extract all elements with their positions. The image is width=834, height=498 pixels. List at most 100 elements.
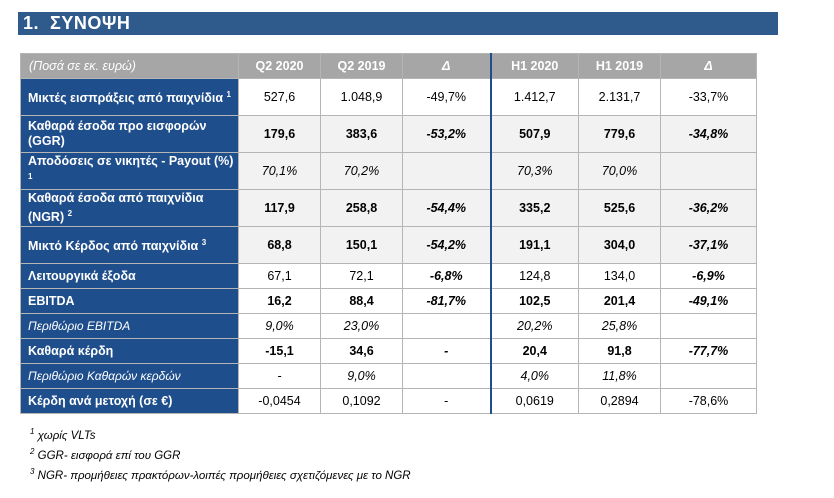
table-row: Κέρδη ανά μετοχή (σε €) -0,0454 0,1092-0,0… [20,388,757,414]
cell-h1-2019: 201,4 [578,288,661,314]
cell-h1-2020: 507,9 [489,115,579,153]
header-units: (Ποσά σε εκ. ευρώ) [20,53,239,79]
cell-delta-q2: -54,4% [402,189,491,227]
footnotes: 1 χωρίς VLTs 2 GGR- εισφορά επί του GGR … [30,424,411,483]
header-h1-2020: H1 2020 [489,53,579,79]
cell-h1-2020: 191,1 [489,226,579,264]
cell-delta-h1 [660,363,757,389]
cell-delta-h1 [660,313,757,339]
cell-q2-2019: 0,1092 [320,388,403,414]
cell-delta-q2: -53,2% [402,115,491,153]
cell-h1-2019: 779,6 [578,115,661,153]
cell-delta-q2: -49,7% [402,78,491,116]
cell-h1-2020: 4,0% [489,363,579,389]
cell-q2-2020: 67,1 [238,263,321,289]
cell-q2-2020: 70,1% [238,152,321,190]
footnote-2: 2 GGR- εισφορά επί του GGR [30,446,181,462]
cell-delta-h1: -37,1% [660,226,757,264]
table-row: EBITDA 16,2 88,4 -81,7% 102,5 201,4 -49,1% [20,288,757,314]
row-label: Καθαρά έσοδα προ εισφορών (GGR) [20,115,239,153]
cell-q2-2020: 68,8 [238,226,321,264]
cell-q2-2019: 383,6 [320,115,403,153]
cell-delta-h1: -33,7% [660,78,757,116]
header-delta-q2: Δ [402,53,491,79]
cell-delta-q2 [402,313,491,339]
footnote-1: 1 χωρίς VLTs [30,427,96,442]
cell-delta-h1: -49,1% [660,288,757,314]
cell-q2-2019: 9,0% [320,363,403,389]
table-row: Καθαρά έσοδα προ εισφορών (GGR) 179,6 383,… [20,115,757,153]
section-title: ΣΥΝΟΨΗ [50,13,131,33]
header-delta-h1: Δ [660,53,757,79]
cell-h1-2020: 1.412,7 [489,78,579,116]
table-row: Μικτό Κέρδος από παιχνίδια 3 68,8 150,1 -54… [20,226,757,264]
cell-delta-q2: -54,2% [402,226,491,264]
cell-q2-2020: 117,9 [238,189,321,227]
cell-h1-2019: 2.131,7 [578,78,661,116]
header-q2-2019: Q2 2019 [320,53,403,79]
section-number: 1. [23,13,40,33]
cell-h1-2019: 304,0 [578,226,661,264]
cell-q2-2019: 70,2% [320,152,403,190]
cell-h1-2019: 11,8% [578,363,661,389]
footnote-3: 3 NGR- προμήθειες πρακτόρων-λοιπές προμή… [30,466,411,482]
row-label: Αποδόσεις σε νικητές - Payout (%) 1 [20,152,239,190]
cell-delta-h1: -78,6% [660,388,757,414]
cell-h1-2020: 20,4 [489,338,579,364]
cell-delta-h1: -34,8% [660,115,757,153]
cell-q2-2019: 258,8 [320,189,403,227]
cell-delta-h1: -36,2% [660,189,757,227]
header-q2-2020: Q2 2020 [238,53,321,79]
cell-q2-2019: 150,1 [320,226,403,264]
cell-h1-2019: 70,0% [578,152,661,190]
cell-q2-2019: 1.048,9 [320,78,403,116]
row-label: Μικτό Κέρδος από παιχνίδια 3 [20,226,239,264]
cell-q2-2019: 34,6 [320,338,403,364]
cell-h1-2019: 525,6 [578,189,661,227]
cell-h1-2019: 134,0 [578,263,661,289]
cell-delta-q2 [402,152,491,190]
cell-q2-2019: 88,4 [320,288,403,314]
cell-h1-2020: 124,8 [489,263,579,289]
cell-q2-2020: -15,1 [238,338,321,364]
cell-h1-2020: 0,0619 [489,388,579,414]
cell-delta-q2: -6,8% [402,263,491,289]
cell-delta-h1: -6,9% [660,263,757,289]
cell-delta-q2: - [402,388,491,414]
cell-q2-2020: -0,0454 [238,388,321,414]
cell-delta-q2 [402,363,491,389]
table-row: Περιθώριο EBITDA 9,0% 23,0% 20,2% 25,8% [20,313,757,339]
row-label: Κέρδη ανά μετοχή (σε €) [20,388,239,414]
section-heading: 1. ΣΥΝΟΨΗ [18,12,778,35]
cell-h1-2020: 20,2% [489,313,579,339]
cell-q2-2020: 9,0% [238,313,321,339]
financial-summary-table: (Ποσά σε εκ. ευρώ) Q2 2020 Q2 2019 Δ H1 … [20,53,757,414]
cell-h1-2020: 70,3% [489,152,579,190]
cell-h1-2019: 0,2894 [578,388,661,414]
cell-h1-2019: 91,8 [578,338,661,364]
table-row: Αποδόσεις σε νικητές - Payout (%) 1 70,1%… [20,152,757,190]
cell-delta-q2: - [402,338,491,364]
cell-q2-2019: 72,1 [320,263,403,289]
row-label: Μικτές εισπράξεις από παιχνίδια 1 [20,78,239,116]
row-label: Περιθώριο EBITDA [20,313,239,339]
cell-delta-h1 [660,152,757,190]
cell-q2-2020: - [238,363,321,389]
table-row: Περιθώριο Καθαρών κερδών -9,0% 4,0% 11,8% [20,363,757,389]
cell-delta-q2: -81,7% [402,288,491,314]
cell-q2-2020: 527,6 [238,78,321,116]
table-row: Μικτές εισπράξεις από παιχνίδια 1 527,6 1.… [20,78,757,116]
row-label: EBITDA [20,288,239,314]
cell-q2-2020: 16,2 [238,288,321,314]
cell-delta-h1: -77,7% [660,338,757,364]
table-row: Λειτουργικά έξοδα 67,1 72,1 -6,8% 124,8 134,0… [20,263,757,289]
row-label: Περιθώριο Καθαρών κερδών [20,363,239,389]
cell-h1-2019: 25,8% [578,313,661,339]
table-row: Καθαρά κέρδη -15,1 34,6-20,4 91,8 -77,7% [20,338,757,364]
cell-h1-2020: 102,5 [489,288,579,314]
table-header-row: (Ποσά σε εκ. ευρώ) Q2 2020 Q2 2019 Δ H1 … [20,53,757,79]
row-label: Λειτουργικά έξοδα [20,263,239,289]
cell-q2-2020: 179,6 [238,115,321,153]
cell-h1-2020: 335,2 [489,189,579,227]
cell-q2-2019: 23,0% [320,313,403,339]
